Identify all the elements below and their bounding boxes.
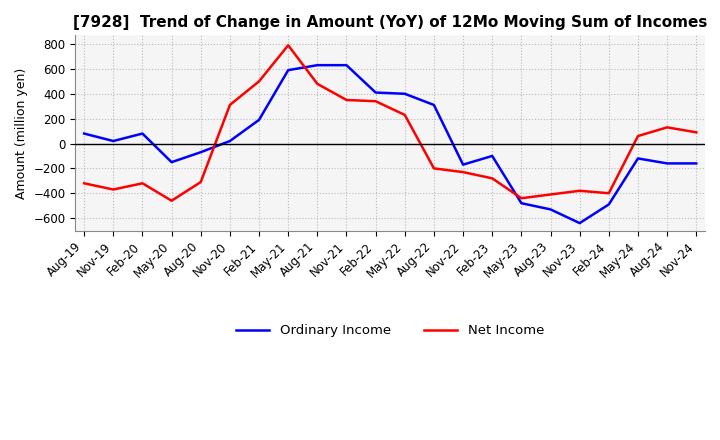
Ordinary Income xyxy=(546,207,555,212)
Ordinary Income xyxy=(225,139,234,144)
Line: Net Income: Net Income xyxy=(84,45,696,201)
Net Income xyxy=(197,180,205,185)
Net Income xyxy=(313,81,322,87)
Net Income xyxy=(517,196,526,201)
Net Income xyxy=(372,99,380,104)
Ordinary Income xyxy=(197,150,205,155)
Net Income xyxy=(255,79,264,84)
Ordinary Income xyxy=(663,161,672,166)
Ordinary Income xyxy=(138,131,147,136)
Ordinary Income xyxy=(634,156,642,161)
Title: [7928]  Trend of Change in Amount (YoY) of 12Mo Moving Sum of Incomes: [7928] Trend of Change in Amount (YoY) o… xyxy=(73,15,707,30)
Net Income xyxy=(80,181,89,186)
Net Income xyxy=(167,198,176,203)
Net Income xyxy=(488,176,497,181)
Net Income xyxy=(430,166,438,171)
Line: Ordinary Income: Ordinary Income xyxy=(84,65,696,223)
Ordinary Income xyxy=(400,91,409,96)
Ordinary Income xyxy=(342,62,351,68)
Net Income xyxy=(225,103,234,108)
Y-axis label: Amount (million yen): Amount (million yen) xyxy=(15,67,28,198)
Ordinary Income xyxy=(313,62,322,68)
Ordinary Income xyxy=(605,202,613,207)
Net Income xyxy=(575,188,584,194)
Ordinary Income xyxy=(255,117,264,122)
Net Income xyxy=(692,130,701,135)
Ordinary Income xyxy=(284,67,292,73)
Net Income xyxy=(546,192,555,197)
Net Income xyxy=(663,125,672,130)
Ordinary Income xyxy=(372,90,380,95)
Ordinary Income xyxy=(575,220,584,226)
Ordinary Income xyxy=(517,201,526,206)
Net Income xyxy=(109,187,117,192)
Net Income xyxy=(284,43,292,48)
Ordinary Income xyxy=(109,139,117,144)
Ordinary Income xyxy=(692,161,701,166)
Ordinary Income xyxy=(430,103,438,108)
Ordinary Income xyxy=(80,131,89,136)
Net Income xyxy=(605,191,613,196)
Legend: Ordinary Income, Net Income: Ordinary Income, Net Income xyxy=(231,319,549,343)
Net Income xyxy=(342,97,351,103)
Net Income xyxy=(459,169,467,175)
Ordinary Income xyxy=(167,160,176,165)
Ordinary Income xyxy=(488,153,497,158)
Net Income xyxy=(634,133,642,139)
Net Income xyxy=(400,112,409,117)
Net Income xyxy=(138,181,147,186)
Ordinary Income xyxy=(459,162,467,167)
